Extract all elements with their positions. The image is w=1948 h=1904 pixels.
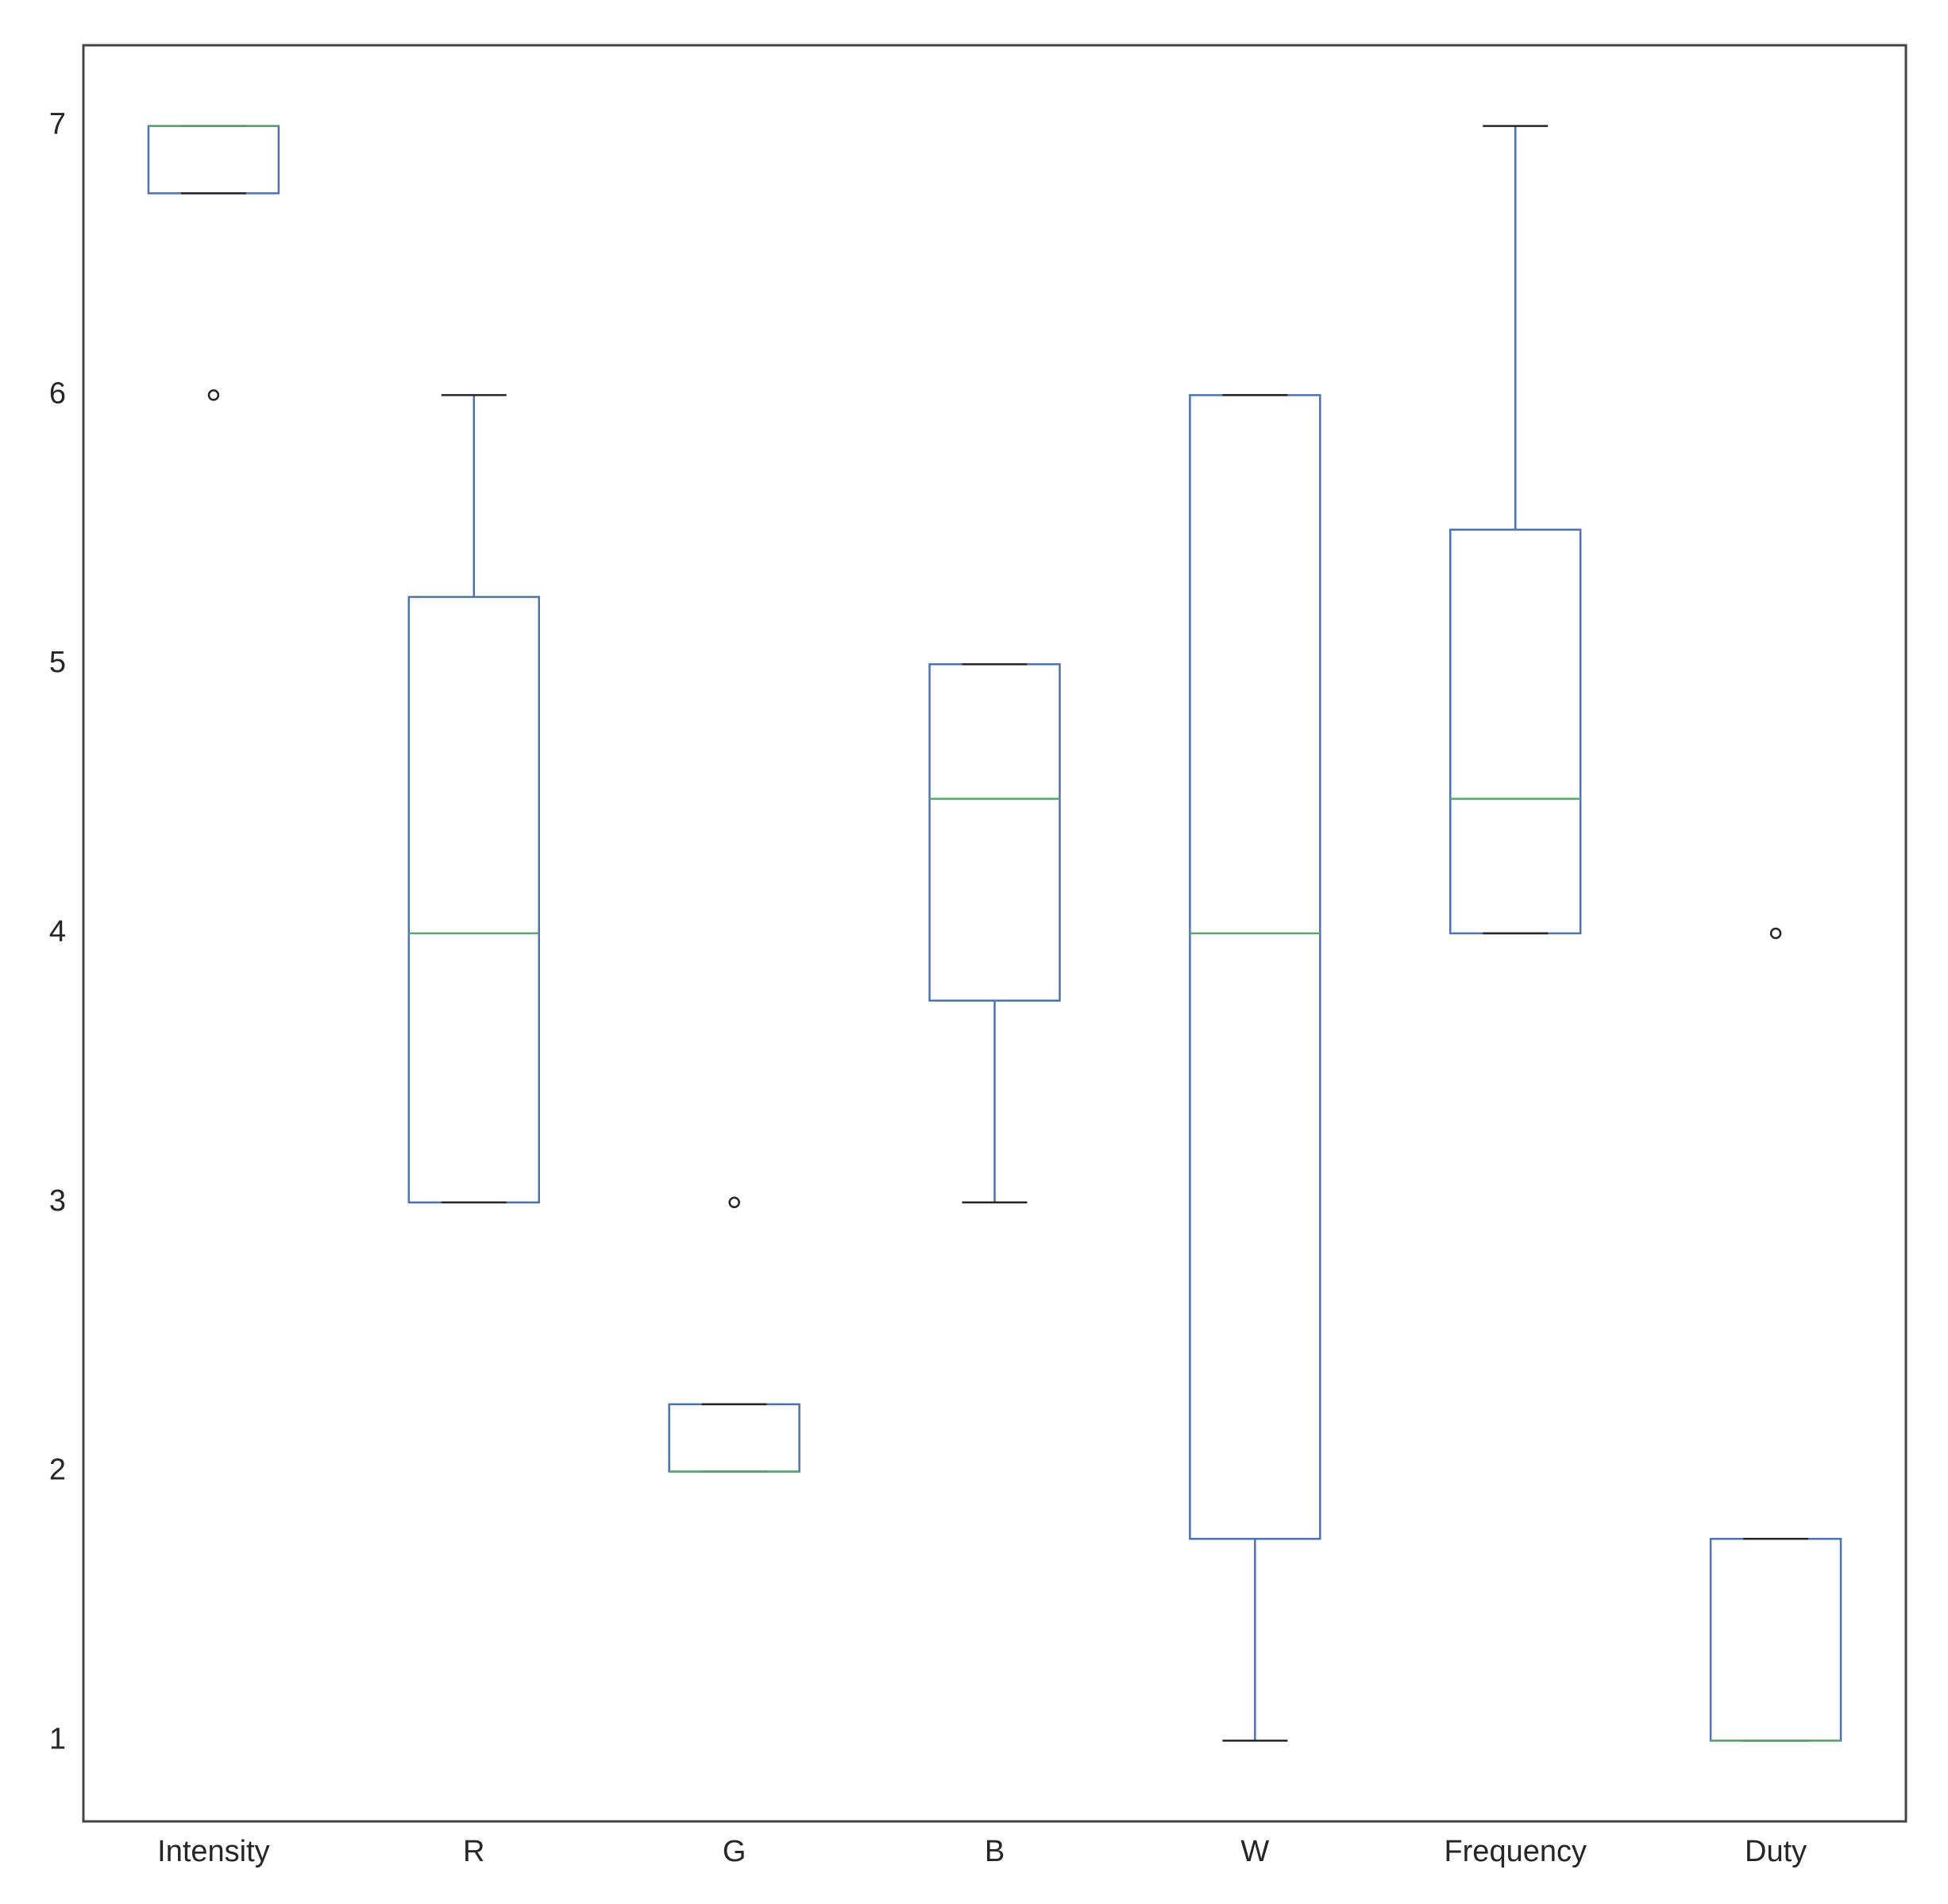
box-group-b (928, 662, 1061, 1204)
x-tick-label: Frequency (1444, 1835, 1587, 1868)
flier-point (1769, 927, 1782, 940)
x-tick-label: G (723, 1835, 746, 1868)
y-tick-label: 4 (49, 915, 66, 948)
x-axis: Intensity R G B W Frequency Duty (157, 1835, 1807, 1868)
box-iqr (668, 1403, 800, 1473)
y-tick-label: 3 (49, 1184, 66, 1218)
box-iqr (407, 596, 540, 1204)
y-tick-label: 6 (49, 377, 66, 410)
x-tick-label: Duty (1745, 1835, 1807, 1868)
box-group-duty (1709, 927, 1842, 1742)
box-iqr (1709, 1538, 1842, 1742)
y-tick-label: 7 (49, 108, 66, 141)
flier-point (728, 1196, 740, 1209)
y-tick-label: 1 (49, 1722, 66, 1755)
x-tick-label: W (1240, 1835, 1269, 1868)
flier-point (207, 389, 220, 401)
y-tick-label: 2 (49, 1454, 66, 1487)
box-group-g (668, 1196, 800, 1473)
box-group-w (1189, 394, 1321, 1742)
x-tick-label: Intensity (157, 1835, 270, 1868)
box-group-intensity (147, 125, 280, 401)
box-series (147, 125, 1842, 1742)
y-tick-label: 5 (49, 646, 66, 679)
box-iqr (147, 125, 280, 195)
box-iqr (928, 662, 1061, 1002)
x-tick-label: R (463, 1835, 484, 1868)
plot-frame (82, 44, 1907, 1823)
x-tick-label: B (985, 1835, 1005, 1868)
box-iqr (1449, 528, 1582, 935)
box-iqr (1189, 394, 1321, 1540)
box-group-frequency (1449, 125, 1582, 935)
box-group-r (407, 394, 540, 1204)
y-axis: 1 2 3 4 5 6 7 (49, 108, 66, 1756)
